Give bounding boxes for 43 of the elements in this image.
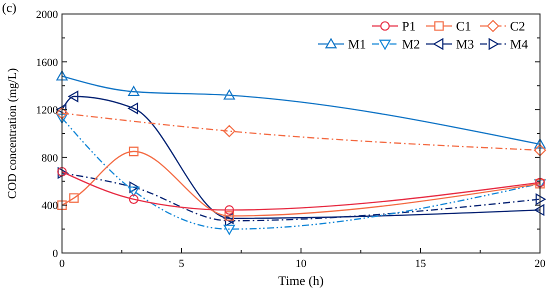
point [224,215,235,226]
x-axis-title: Time (h) [278,273,324,288]
point [224,205,234,215]
point [128,86,140,96]
point [224,211,234,221]
x-tick-label: 15 [415,258,426,270]
point [128,194,138,204]
legend-label: C2 [510,18,526,34]
point [534,144,546,156]
point [536,194,546,205]
legend-label: M1 [348,36,366,52]
point [56,107,68,120]
point [56,114,68,124]
point [224,224,235,235]
x-tick-label: 20 [534,258,546,270]
legend-label: P1 [402,18,416,34]
legend-label: M2 [402,36,420,52]
point [224,90,235,100]
legend-label: M3 [456,36,474,52]
y-tick-label: 0 [52,248,58,260]
point [128,146,138,156]
y-tick-label: 1600 [36,56,58,69]
y-tick-label: 2000 [36,9,58,21]
point [534,138,546,149]
point [128,186,140,196]
point [129,182,140,193]
point [57,200,67,210]
y-tick-label: 800 [42,152,58,164]
point [223,125,236,138]
point [68,90,78,102]
point [69,193,79,203]
legend-label: C1 [456,18,472,34]
x-tick-label: 5 [178,258,185,270]
point [534,204,544,216]
chart-title: (c) [2,0,16,15]
y-axis-title: COD concentration (mg/L) [5,68,19,199]
point [56,104,66,116]
x-tick-label: 10 [296,258,307,270]
legend-label: M4 [510,36,529,52]
y-tick-label: 400 [42,200,58,212]
y-tick-label: 1200 [36,104,58,117]
point [56,70,68,81]
point [128,102,138,114]
